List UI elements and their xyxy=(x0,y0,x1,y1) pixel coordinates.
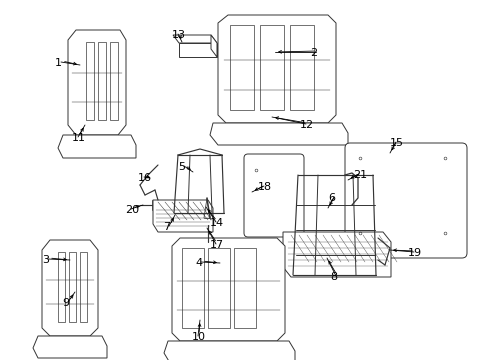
Polygon shape xyxy=(207,248,229,328)
Polygon shape xyxy=(179,43,217,57)
Polygon shape xyxy=(218,15,335,123)
Polygon shape xyxy=(173,35,217,43)
Polygon shape xyxy=(86,42,94,120)
Text: 14: 14 xyxy=(209,218,224,228)
Text: 1: 1 xyxy=(55,58,62,68)
Polygon shape xyxy=(42,240,98,336)
Text: 10: 10 xyxy=(192,332,205,342)
Text: 8: 8 xyxy=(329,272,336,282)
Polygon shape xyxy=(229,25,253,110)
Polygon shape xyxy=(234,248,256,328)
Polygon shape xyxy=(202,242,214,250)
Polygon shape xyxy=(260,25,284,110)
Text: 21: 21 xyxy=(352,170,366,180)
Text: 16: 16 xyxy=(138,173,152,183)
Text: 5: 5 xyxy=(178,162,184,172)
Text: 19: 19 xyxy=(407,248,421,258)
Text: 11: 11 xyxy=(72,133,86,143)
Polygon shape xyxy=(69,252,76,322)
Text: 18: 18 xyxy=(258,182,271,192)
FancyBboxPatch shape xyxy=(244,154,304,237)
Text: 17: 17 xyxy=(209,240,224,250)
Polygon shape xyxy=(110,42,118,120)
Polygon shape xyxy=(210,35,217,57)
Text: 13: 13 xyxy=(172,30,185,40)
Polygon shape xyxy=(182,248,203,328)
Text: 4: 4 xyxy=(195,258,202,268)
Polygon shape xyxy=(283,232,390,277)
Text: 15: 15 xyxy=(389,138,403,148)
Polygon shape xyxy=(33,336,107,358)
FancyBboxPatch shape xyxy=(345,143,466,258)
Text: 3: 3 xyxy=(42,255,49,265)
Polygon shape xyxy=(58,252,65,322)
Text: 6: 6 xyxy=(327,193,334,203)
Text: 20: 20 xyxy=(125,205,139,215)
Polygon shape xyxy=(98,42,106,120)
Polygon shape xyxy=(163,341,294,360)
Polygon shape xyxy=(68,30,126,135)
Polygon shape xyxy=(209,123,347,145)
Text: 12: 12 xyxy=(299,120,313,130)
Text: 7: 7 xyxy=(163,222,170,232)
Polygon shape xyxy=(153,200,213,232)
Text: 2: 2 xyxy=(309,48,317,58)
Polygon shape xyxy=(58,135,136,158)
Text: 9: 9 xyxy=(62,298,69,308)
Polygon shape xyxy=(80,252,87,322)
Polygon shape xyxy=(289,25,313,110)
Polygon shape xyxy=(172,238,285,341)
